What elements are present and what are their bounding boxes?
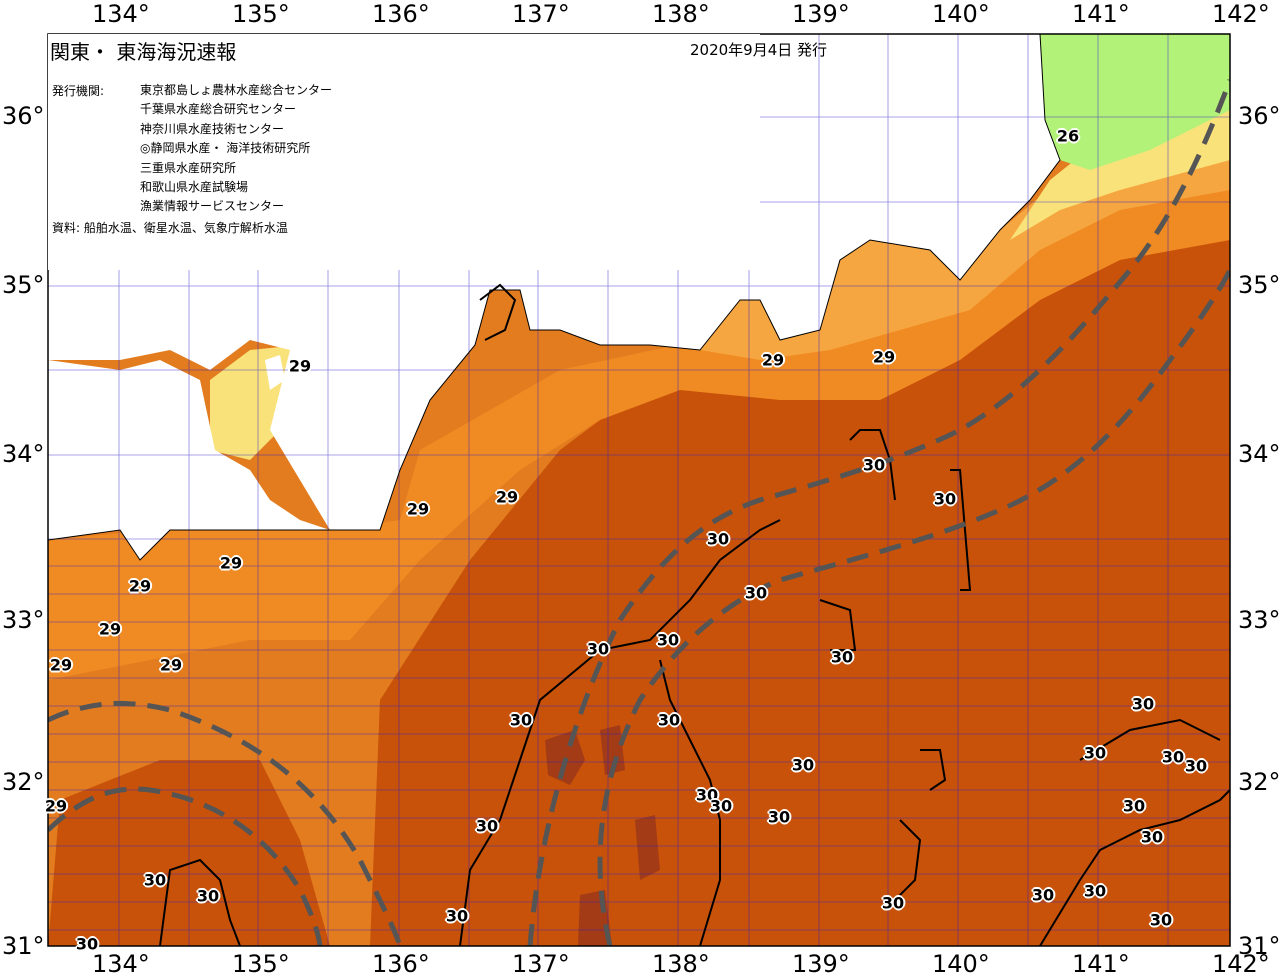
contour-label-30: 30 [1031,885,1055,905]
publisher-item: 和歌山県水産試験場 [140,180,249,195]
contour-label-30: 30 [744,583,768,603]
contour-label-29: 29 [44,796,68,816]
contour-label-29: 29 [128,576,152,596]
lon-label-bottom: 134° [92,950,150,978]
contour-label-29: 29 [49,655,73,675]
contour-label-29: 29 [495,487,519,507]
lon-label-bottom: 140° [932,950,990,978]
lon-label-bottom: 139° [792,950,850,978]
lon-label-top: 139° [792,0,850,28]
lon-label-bottom: 138° [652,950,710,978]
contour-label-30: 30 [791,755,815,775]
publisher-item: 神奈川県水産技術センター [140,121,285,136]
contour-label-30: 30 [475,816,499,836]
contour-label-30: 30 [1083,881,1107,901]
lon-label-top: 135° [232,0,290,28]
contour-label-30: 30 [75,934,99,954]
publisher-item: 三重県水産研究所 [140,160,237,175]
lat-label-left: 33° [2,606,45,634]
contour-label-26: 26 [1056,126,1080,146]
publisher-item: 東京都島しょ農林水産総合センター [140,83,333,97]
contour-label-30: 30 [830,647,854,667]
isotherm-30-contours [159,283,1230,946]
contour-label-29: 29 [288,356,312,376]
sst-31-patch-3 [635,815,660,880]
contour-label-30: 30 [767,807,791,827]
contour-label-30: 30 [196,886,220,906]
data-source: 資料: 船舶水温、衛星水温、気象庁解析水温 [52,221,288,235]
legend-info-box [48,34,760,270]
lon-label-top: 137° [512,0,570,28]
sst-26-region [1040,34,1230,170]
kuroshio-axis-lines [48,79,1230,946]
contour-label-30: 30 [657,710,681,730]
lat-label-right: 33° [1238,606,1280,634]
publisher-item: ◎静岡県水産・ 海洋技術研究所 [140,141,311,156]
lat-label-right: 31° [1238,932,1280,960]
contour-label-29: 29 [872,347,896,367]
contour-label-29: 29 [761,350,785,370]
contour-label-30: 30 [1131,694,1155,714]
lon-label-top: 142° [1212,0,1270,28]
contour-label-30: 30 [1140,827,1164,847]
publisher-item: 千葉県水産総合研究センター [140,102,297,117]
contour-label-30: 30 [933,489,957,509]
lon-label-top: 140° [932,0,990,28]
lat-label-right: 36° [1238,102,1280,130]
contour-label-30: 30 [1083,743,1107,763]
lat-label-left: 34° [2,440,45,468]
lat-label-right: 35° [1238,271,1280,299]
contour-label-30: 30 [881,893,905,913]
lon-label-top: 141° [1072,0,1130,28]
contour-label-30: 30 [1184,756,1208,776]
contour-label-30: 30 [143,870,167,890]
land-awaji [265,355,285,390]
contour-label-30: 30 [695,785,719,805]
issue-date: 2020年9月4日 発行 [690,41,828,59]
lon-label-bottom: 137° [512,950,570,978]
lon-label-bottom: 135° [232,950,290,978]
contour-label-30: 30 [1161,747,1185,767]
contour-label-29: 29 [406,499,430,519]
publisher-label: 発行機関: [52,84,105,98]
map-title: 関東・ 東海海況速報 [50,40,237,64]
lat-label-left: 36° [2,102,45,130]
contour-label-29: 29 [98,619,122,639]
publisher-list: 東京都島しょ農林水産総合センター 千葉県水産総合研究センター 神奈川県水産技術セ… [140,81,332,217]
contour-label-30: 30 [709,796,733,816]
contour-label-30: 30 [656,630,680,650]
sst-31-patch-2 [600,725,625,775]
lat-label-right: 32° [1238,768,1280,796]
contour-label-30: 30 [706,529,730,549]
lat-label-left: 31° [2,932,45,960]
sst-27-region [700,150,1230,360]
contour-label-30: 30 [445,906,469,926]
publisher-item: 漁業情報サービスセンター [140,199,285,214]
contour-label-29: 29 [219,553,243,573]
contour-label-30: 30 [1122,796,1146,816]
lon-label-bottom: 141° [1072,950,1130,978]
lat-label-left: 32° [2,768,45,796]
lon-label-bottom: 142° [1212,950,1270,978]
contour-label-29: 29 [159,655,183,675]
lon-label-bottom: 136° [372,950,430,978]
lat-label-left: 35° [2,271,45,299]
lat-label-right: 34° [1238,440,1280,468]
contour-label-30: 30 [1149,910,1173,930]
contour-label-30: 30 [586,639,610,659]
lon-label-top: 134° [92,0,150,28]
contour-label-30: 30 [862,455,886,475]
lon-label-top: 138° [652,0,710,28]
lon-label-top: 136° [372,0,430,28]
coastline [48,34,1061,561]
contour-label-30: 30 [509,710,533,730]
